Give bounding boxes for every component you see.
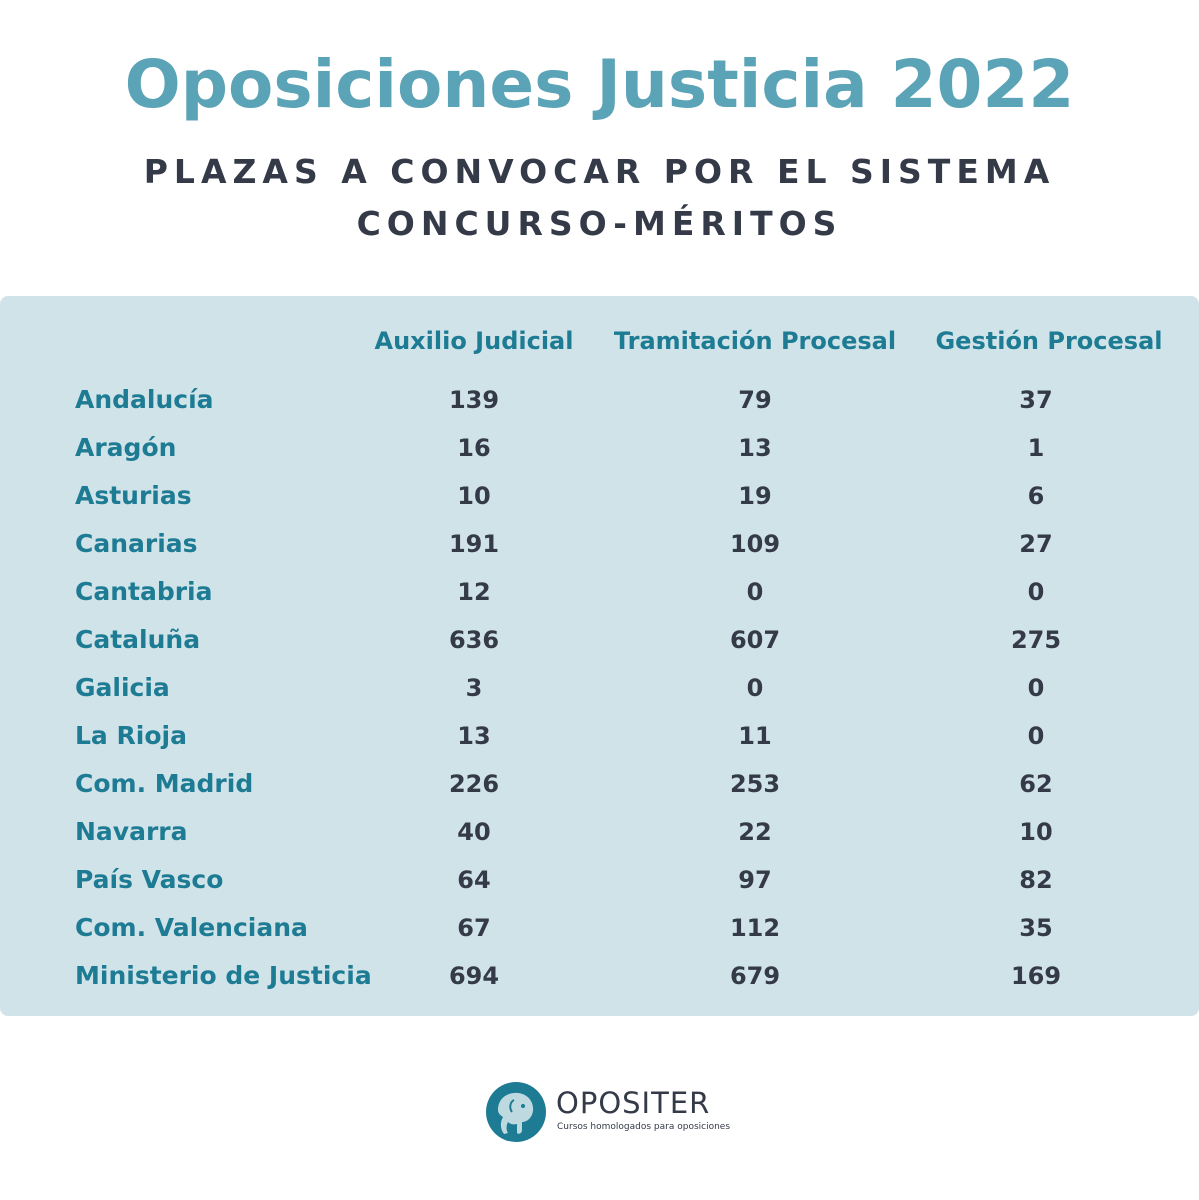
value-auxilio: 139 — [448, 386, 500, 414]
value-auxilio: 16 — [457, 434, 491, 462]
value-auxilio: 10 — [457, 482, 491, 510]
table-row: Andalucía 139 79 37 — [0, 376, 1199, 424]
value-gestion: 0 — [1027, 578, 1045, 606]
region-name: Com. Madrid — [75, 769, 254, 798]
region-name: Cataluña — [75, 625, 201, 654]
region-name: Com. Valenciana — [75, 913, 308, 942]
column-header-auxilio: Auxilio Judicial — [374, 327, 574, 355]
value-gestion: 0 — [1027, 722, 1045, 750]
table-row: Galicia 3 0 0 — [0, 664, 1199, 712]
table-panel — [0, 296, 1199, 1016]
value-auxilio: 40 — [457, 818, 491, 846]
value-gestion: 0 — [1027, 674, 1045, 702]
value-tramitacion: 97 — [738, 866, 772, 894]
region-name: Navarra — [75, 817, 188, 846]
table-row: País Vasco 64 97 82 — [0, 856, 1199, 904]
table-row: Aragón 16 13 1 — [0, 424, 1199, 472]
value-auxilio: 694 — [448, 962, 500, 990]
region-name: La Rioja — [75, 721, 187, 750]
subtitle-line-2: CONCURSO-MÉRITOS — [356, 204, 843, 243]
table-row: Canarias 191 109 27 — [0, 520, 1199, 568]
region-name: Ministerio de Justicia — [75, 961, 372, 990]
region-name: Aragón — [75, 433, 177, 462]
region-name: Galicia — [75, 673, 170, 702]
value-auxilio: 64 — [457, 866, 491, 894]
value-tramitacion: 22 — [738, 818, 772, 846]
value-auxilio: 67 — [457, 914, 491, 942]
value-auxilio: 13 — [457, 722, 491, 750]
brand-name: OPOSITER — [556, 1086, 711, 1120]
value-gestion: 1 — [1027, 434, 1045, 462]
table-row: Navarra 40 22 10 — [0, 808, 1199, 856]
value-gestion: 62 — [1019, 770, 1053, 798]
table-row: Cataluña 636 607 275 — [0, 616, 1199, 664]
table-row: Asturias 10 19 6 — [0, 472, 1199, 520]
value-tramitacion: 679 — [729, 962, 781, 990]
value-tramitacion: 0 — [746, 674, 764, 702]
value-gestion: 275 — [1010, 626, 1062, 654]
value-auxilio: 226 — [448, 770, 500, 798]
region-name: Andalucía — [75, 385, 214, 414]
region-name: País Vasco — [75, 865, 224, 894]
value-tramitacion: 0 — [746, 578, 764, 606]
value-tramitacion: 79 — [738, 386, 772, 414]
value-tramitacion: 253 — [729, 770, 781, 798]
value-tramitacion: 19 — [738, 482, 772, 510]
subtitle-line-1: PLAZAS A CONVOCAR POR EL SISTEMA — [143, 152, 1056, 191]
value-tramitacion: 109 — [729, 530, 781, 558]
value-gestion: 169 — [1010, 962, 1062, 990]
table-row: Com. Madrid 226 253 62 — [0, 760, 1199, 808]
value-gestion: 35 — [1019, 914, 1053, 942]
page-title: Oposiciones Justicia 2022 — [124, 46, 1075, 123]
value-tramitacion: 11 — [738, 722, 772, 750]
value-auxilio: 191 — [448, 530, 500, 558]
opositer-logo: OPOSITER Cursos homologados para oposici… — [484, 1080, 730, 1144]
table-row: Com. Valenciana 67 112 35 — [0, 904, 1199, 952]
column-header-gestion: Gestión Procesal — [935, 327, 1163, 355]
value-auxilio: 12 — [457, 578, 491, 606]
region-name: Canarias — [75, 529, 198, 558]
value-tramitacion: 13 — [738, 434, 772, 462]
column-header-tramitacion: Tramitación Procesal — [613, 327, 897, 355]
value-gestion: 10 — [1019, 818, 1053, 846]
value-auxilio: 3 — [465, 674, 483, 702]
value-auxilio: 636 — [448, 626, 500, 654]
value-gestion: 82 — [1019, 866, 1053, 894]
table-row: La Rioja 13 11 0 — [0, 712, 1199, 760]
brand-tagline: Cursos homologados para oposiciones — [557, 1122, 731, 1132]
table-row: Ministerio de Justicia 694 679 169 — [0, 952, 1199, 1000]
region-name: Cantabria — [75, 577, 213, 606]
elephant-logo-icon — [486, 1082, 546, 1142]
value-tramitacion: 112 — [729, 914, 781, 942]
region-name: Asturias — [75, 481, 192, 510]
value-tramitacion: 607 — [729, 626, 781, 654]
value-gestion: 6 — [1027, 482, 1045, 510]
value-gestion: 27 — [1019, 530, 1053, 558]
value-gestion: 37 — [1019, 386, 1053, 414]
table-row: Cantabria 12 0 0 — [0, 568, 1199, 616]
